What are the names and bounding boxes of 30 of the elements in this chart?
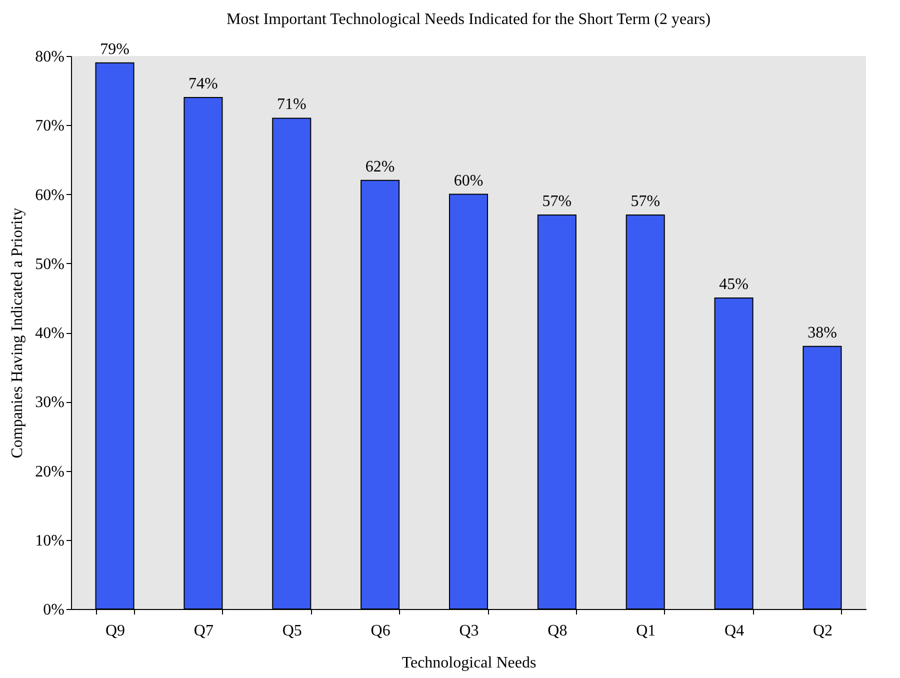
data-label: 57% bbox=[542, 192, 572, 210]
data-label: 38% bbox=[808, 324, 837, 342]
x-tick-label: Q1 bbox=[636, 622, 656, 640]
y-tick-label: 80% bbox=[35, 48, 64, 66]
data-label: 71% bbox=[276, 96, 306, 114]
x-tick-label: Q6 bbox=[370, 622, 390, 640]
x-tick-label: Q5 bbox=[282, 622, 302, 640]
x-axis-title: Technological Needs bbox=[402, 654, 536, 672]
y-tick-label: 30% bbox=[35, 394, 64, 412]
y-tick-label: 40% bbox=[35, 325, 64, 342]
x-tick-label: Q4 bbox=[724, 622, 744, 640]
y-tick-label: 10% bbox=[35, 532, 64, 550]
y-tick-label: 70% bbox=[35, 118, 64, 135]
x-tick-label: Q8 bbox=[548, 622, 568, 640]
data-label: 79% bbox=[100, 40, 130, 58]
data-label: 57% bbox=[630, 192, 660, 210]
data-label: 60% bbox=[454, 172, 484, 190]
data-label: 62% bbox=[365, 158, 395, 176]
x-tick-label: Q2 bbox=[812, 622, 833, 640]
x-tick-label: Q9 bbox=[105, 622, 126, 640]
data-label: 45% bbox=[719, 276, 748, 293]
x-tick-label: Q3 bbox=[459, 622, 479, 640]
y-axis-title: Companies Having Indicated a Priority bbox=[9, 208, 26, 458]
data-label: 74% bbox=[188, 75, 218, 92]
y-tick-label: 50% bbox=[35, 256, 64, 273]
x-tick-label: Q7 bbox=[194, 622, 214, 640]
y-tick-label: 60% bbox=[35, 186, 64, 204]
y-tick-label: 0% bbox=[43, 602, 64, 618]
y-tick-label: 20% bbox=[35, 463, 64, 480]
chart-title: Most Important Technological Needs Indicated for the Short Term (2 years) bbox=[226, 10, 711, 28]
